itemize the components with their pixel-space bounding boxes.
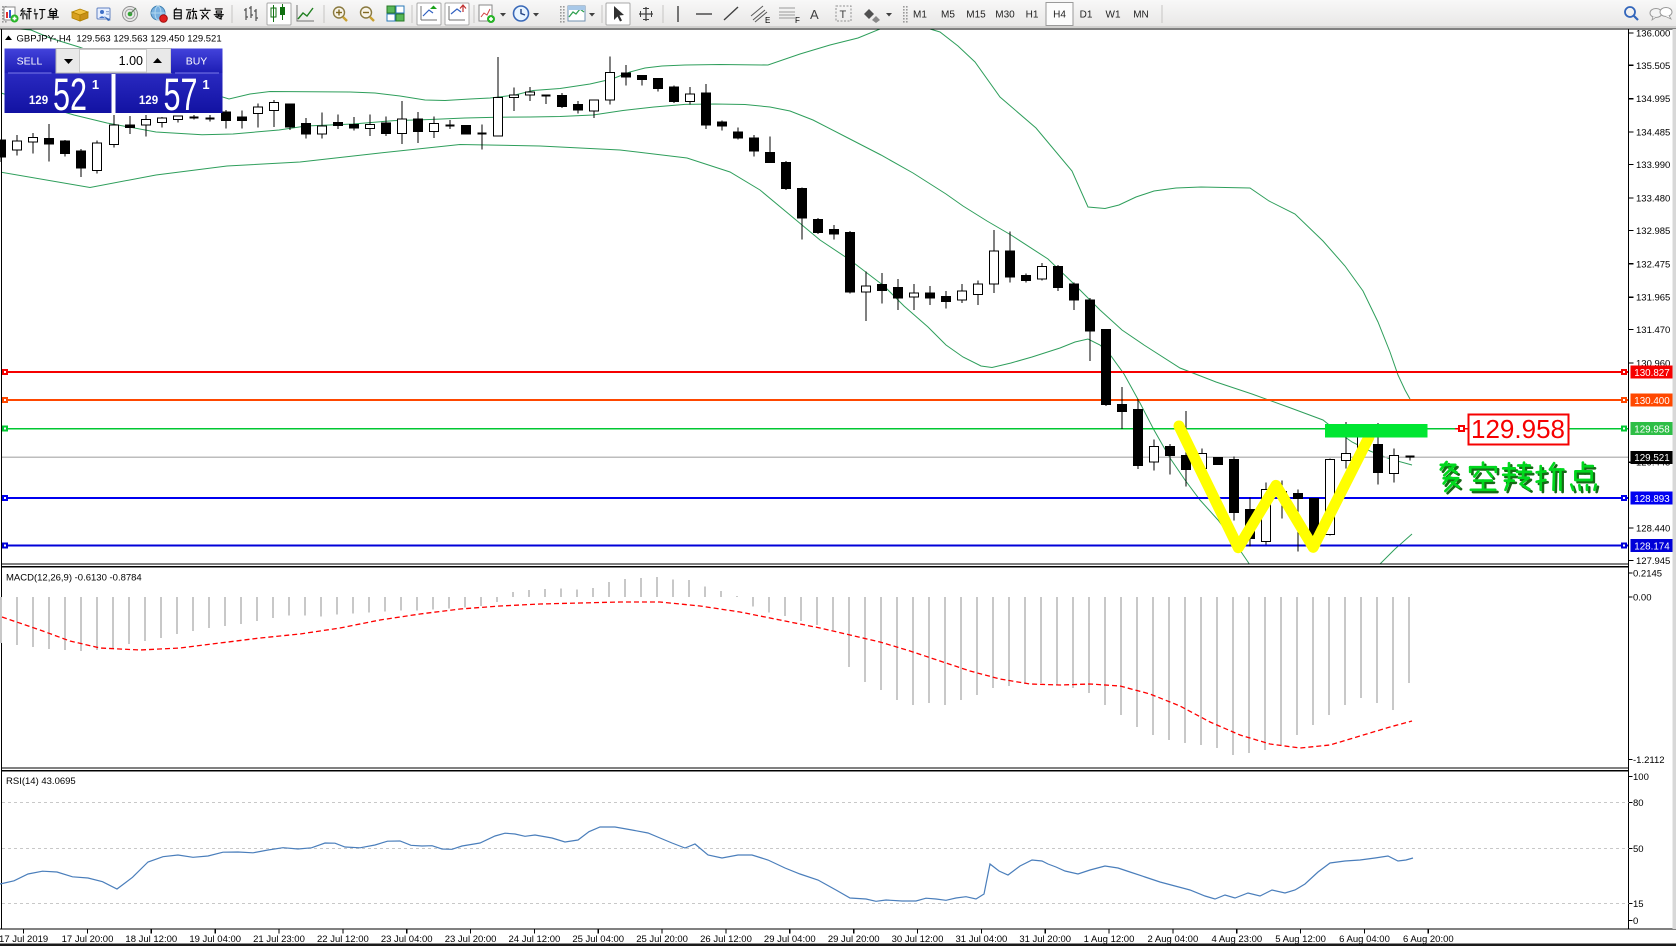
svg-text:31 Jul 20:00: 31 Jul 20:00 — [1019, 934, 1071, 945]
svg-text:129.521: 129.521 — [1634, 453, 1669, 464]
svg-text:0.2145: 0.2145 — [1633, 569, 1662, 580]
svg-text:GBPJPY-,H4 129.563 129.563 12: GBPJPY-,H4 129.563 129.563 129.450 129.5… — [17, 34, 222, 45]
svg-text:25 Jul 20:00: 25 Jul 20:00 — [636, 934, 688, 945]
svg-text:50: 50 — [1633, 844, 1644, 855]
svg-text:A: A — [810, 7, 819, 22]
svg-text:F: F — [795, 16, 800, 25]
svg-text:M30: M30 — [995, 10, 1015, 21]
svg-text:23 Jul 20:00: 23 Jul 20:00 — [445, 934, 497, 945]
svg-text:2 Aug 04:00: 2 Aug 04:00 — [1148, 934, 1199, 945]
svg-text:RSI(14) 43.0695: RSI(14) 43.0695 — [6, 776, 76, 787]
svg-text:1: 1 — [92, 77, 99, 92]
svg-text:130.400: 130.400 — [1634, 396, 1670, 407]
svg-text:E: E — [765, 16, 770, 25]
svg-text:136.000: 136.000 — [1636, 28, 1670, 39]
svg-text:18 Jul 12:00: 18 Jul 12:00 — [125, 934, 177, 945]
svg-text:31 Jul 04:00: 31 Jul 04:00 — [956, 934, 1008, 945]
svg-text:130.960: 130.960 — [1636, 359, 1670, 370]
svg-text:133.480: 133.480 — [1636, 193, 1670, 204]
svg-text:D1: D1 — [1080, 10, 1093, 21]
svg-text:135.505: 135.505 — [1636, 61, 1670, 72]
svg-text:17 Jul 20:00: 17 Jul 20:00 — [62, 934, 114, 945]
svg-text:BUY: BUY — [186, 56, 208, 68]
svg-text:T: T — [840, 9, 847, 21]
svg-text:52: 52 — [53, 69, 87, 120]
svg-text:0: 0 — [1633, 916, 1638, 927]
svg-text:5 Aug 12:00: 5 Aug 12:00 — [1275, 934, 1326, 945]
svg-text:22 Jul 12:00: 22 Jul 12:00 — [317, 934, 369, 945]
svg-text:129.958: 129.958 — [1471, 414, 1565, 444]
svg-text:6 Aug 04:00: 6 Aug 04:00 — [1339, 934, 1390, 945]
svg-text:1: 1 — [202, 77, 209, 92]
svg-text:25 Jul 04:00: 25 Jul 04:00 — [572, 934, 624, 945]
svg-text:23 Jul 04:00: 23 Jul 04:00 — [381, 934, 433, 945]
svg-text:129: 129 — [29, 95, 48, 107]
svg-text:1 Aug 12:00: 1 Aug 12:00 — [1084, 934, 1135, 945]
svg-text:4 Aug 23:00: 4 Aug 23:00 — [1211, 934, 1262, 945]
svg-text:132.475: 132.475 — [1636, 259, 1670, 270]
svg-text:M15: M15 — [966, 10, 986, 21]
svg-text:129.958: 129.958 — [1634, 424, 1670, 435]
svg-text:H4: H4 — [1053, 10, 1066, 21]
svg-text:131.470: 131.470 — [1636, 325, 1670, 336]
svg-text:134.995: 134.995 — [1636, 94, 1670, 105]
svg-text:26 Jul 12:00: 26 Jul 12:00 — [700, 934, 752, 945]
svg-text:133.990: 133.990 — [1636, 160, 1670, 171]
svg-text:MACD(12,26,9) -0.6130 -0.8784: MACD(12,26,9) -0.6130 -0.8784 — [6, 573, 142, 584]
svg-text:H1: H1 — [1026, 10, 1039, 21]
svg-text:129: 129 — [139, 95, 158, 107]
svg-text:128.893: 128.893 — [1634, 494, 1670, 505]
svg-text:127.945: 127.945 — [1636, 556, 1670, 567]
svg-text:W1: W1 — [1106, 10, 1121, 21]
svg-text:130.827: 130.827 — [1634, 368, 1669, 379]
svg-text:132.985: 132.985 — [1636, 226, 1670, 237]
svg-text:SELL: SELL — [17, 56, 43, 68]
svg-text:6 Aug 20:00: 6 Aug 20:00 — [1403, 934, 1454, 945]
svg-text:-1.2112: -1.2112 — [1633, 755, 1665, 766]
svg-text:21 Jul 23:00: 21 Jul 23:00 — [253, 934, 305, 945]
svg-text:128.440: 128.440 — [1636, 524, 1670, 535]
svg-text:131.965: 131.965 — [1636, 293, 1670, 304]
svg-text:MN: MN — [1133, 10, 1149, 21]
svg-text:15: 15 — [1633, 899, 1644, 910]
svg-text:1.00: 1.00 — [119, 54, 143, 68]
svg-text:134.485: 134.485 — [1636, 128, 1670, 139]
svg-text:30 Jul 12:00: 30 Jul 12:00 — [892, 934, 944, 945]
svg-text:M1: M1 — [913, 10, 927, 21]
svg-text:0.00: 0.00 — [1633, 593, 1652, 604]
svg-text:17 Jul 2019: 17 Jul 2019 — [0, 934, 48, 945]
svg-text:57: 57 — [164, 69, 198, 120]
svg-text:80: 80 — [1633, 798, 1644, 809]
svg-text:M5: M5 — [941, 10, 955, 21]
svg-text:19 Jul 04:00: 19 Jul 04:00 — [189, 934, 241, 945]
svg-text:100: 100 — [1633, 772, 1649, 783]
svg-text:29 Jul 04:00: 29 Jul 04:00 — [764, 934, 816, 945]
svg-text:24 Jul 12:00: 24 Jul 12:00 — [509, 934, 561, 945]
svg-text:29 Jul 20:00: 29 Jul 20:00 — [828, 934, 880, 945]
svg-text:128.174: 128.174 — [1634, 541, 1670, 552]
